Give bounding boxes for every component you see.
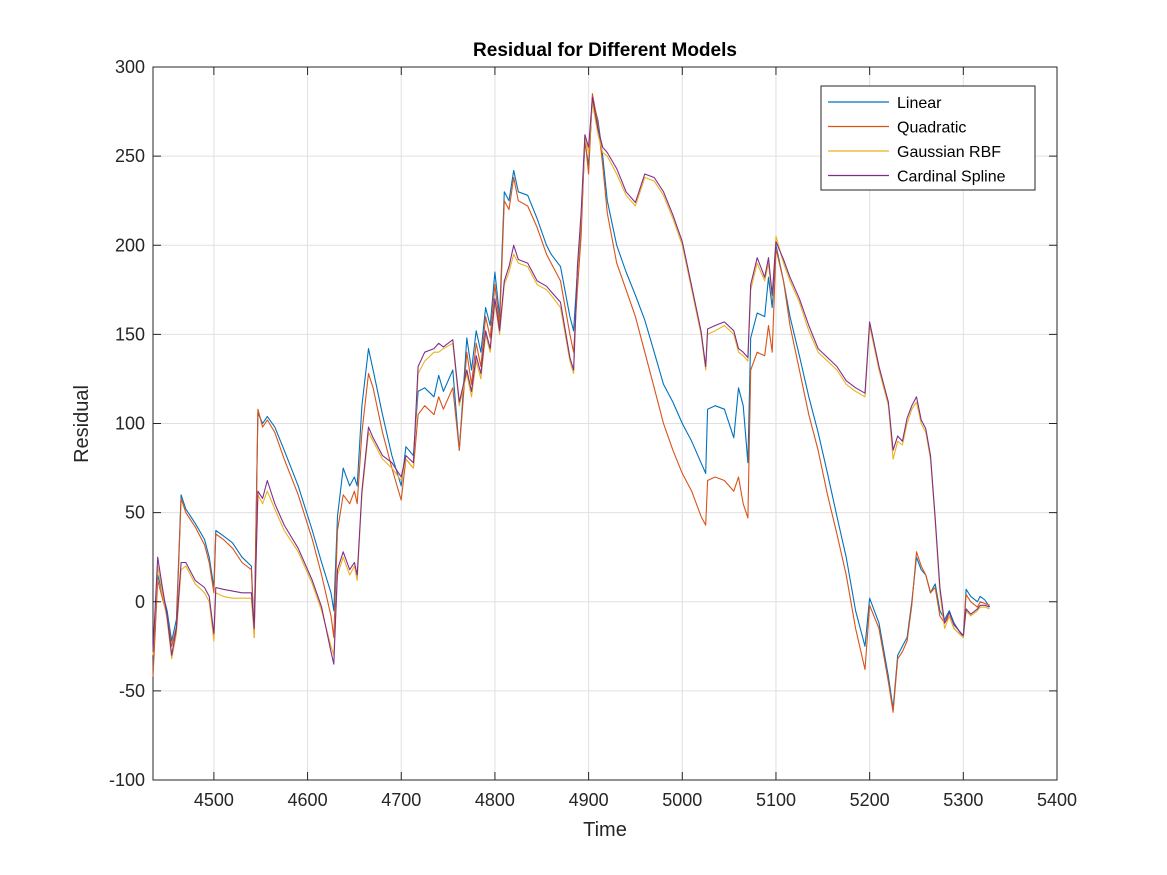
- y-axis-label: Residual: [71, 385, 93, 463]
- x-tick-label: 4800: [475, 790, 515, 810]
- y-tick-label: 250: [115, 146, 145, 166]
- y-axis-ticks: -100 -50 0 50 100 150 200 250 300: [109, 57, 1057, 790]
- legend-label-linear: Linear: [897, 95, 942, 112]
- y-tick-label: 50: [125, 503, 145, 523]
- y-tick-label: -50: [119, 681, 145, 701]
- legend: Linear Quadratic Gaussian RBF Cardinal Spli…: [820, 85, 1036, 191]
- x-axis-label: Time: [583, 819, 627, 841]
- y-tick-label: 100: [115, 414, 145, 434]
- y-tick-label: 150: [115, 324, 145, 344]
- x-tick-label: 4600: [288, 790, 328, 810]
- x-tick-label: 5200: [850, 790, 890, 810]
- legend-label-cardinal-spline: Cardinal Spline: [897, 169, 1006, 186]
- x-tick-label: 5400: [1037, 790, 1077, 810]
- legend-label-gaussian-rbf: Gaussian RBF: [897, 144, 1001, 161]
- series-line-quadratic: [152, 93, 990, 713]
- x-tick-label: 5000: [662, 790, 702, 810]
- y-tick-label: -100: [109, 770, 145, 790]
- series-line-cardinal-spline: [152, 96, 990, 665]
- x-axis-ticks: 4500 4600 4700 4800 4900 5000 5100 5200 5300 5400: [194, 67, 1077, 810]
- x-tick-label: 4700: [381, 790, 421, 810]
- y-tick-label: 0: [135, 592, 145, 612]
- y-tick-label: 300: [115, 57, 145, 77]
- y-tick-label: 200: [115, 235, 145, 255]
- x-tick-label: 5100: [756, 790, 796, 810]
- legend-label-quadratic: Quadratic: [897, 120, 966, 137]
- x-tick-label: 4900: [569, 790, 609, 810]
- x-tick-label: 4500: [194, 790, 234, 810]
- series-lines: [152, 93, 991, 713]
- series-line-linear: [152, 98, 991, 710]
- x-tick-label: 5300: [943, 790, 983, 810]
- chart-title: Residual for Different Models: [473, 40, 737, 61]
- legend-box: [820, 85, 1036, 191]
